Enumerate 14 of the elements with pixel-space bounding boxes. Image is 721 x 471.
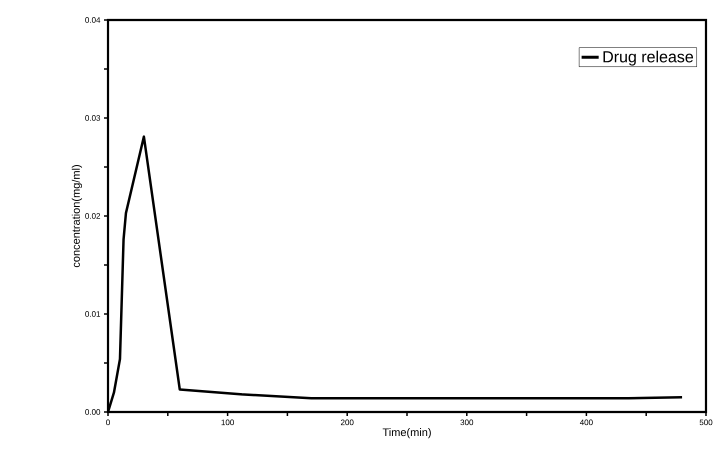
x-tick-label: 100 xyxy=(222,420,234,426)
y-tick-label: 0.02 xyxy=(85,213,100,219)
y-tick-label: 0.00 xyxy=(85,409,100,415)
legend-label: Drug release xyxy=(603,50,694,66)
y-tick-label: 0.03 xyxy=(85,115,100,121)
x-tick-label: 0 xyxy=(106,420,110,426)
x-axis-title: Time(min) xyxy=(382,428,431,438)
x-tick-label: 200 xyxy=(340,420,354,426)
x-tick-label: 400 xyxy=(580,420,593,426)
y-tick-label: 0.04 xyxy=(85,17,100,23)
x-tick-label: 300 xyxy=(460,420,474,426)
y-tick-label: 0.01 xyxy=(85,311,100,317)
x-tick-label: 500 xyxy=(700,420,712,426)
y-axis-title: concentration(mg/ml) xyxy=(72,165,82,268)
